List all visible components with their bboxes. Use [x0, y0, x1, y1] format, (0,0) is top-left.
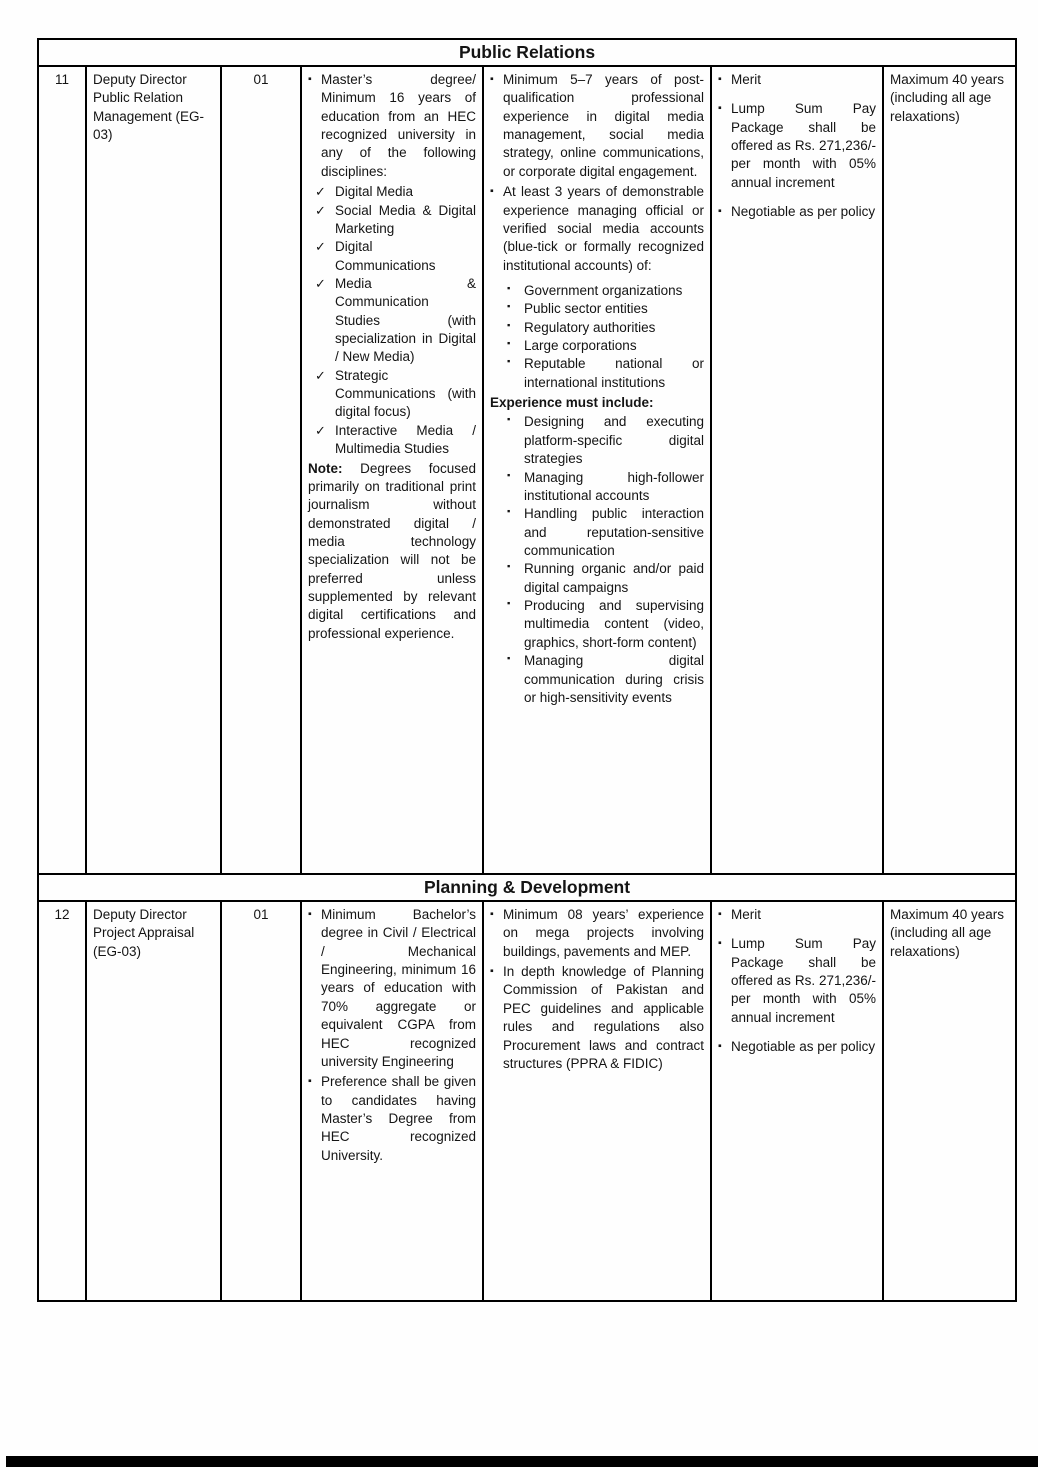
merit-bullet: ▪ Merit: [718, 72, 761, 87]
check-icon: ✓: [315, 202, 326, 218]
check-icon: ✓: [315, 184, 326, 200]
experience-bullet: ▪ Minimum 08 years’ experience on mega pr…: [490, 907, 704, 959]
account-type-item: ▪ Government organizations: [507, 282, 683, 298]
must-include-item: ▪ Designing and executing platform-specif…: [507, 414, 704, 467]
merit-cell: ▪ Merit ▪ Lump Sum Pay Package shall be of…: [710, 900, 884, 1302]
qualification-cell: ▪ Minimum Bachelor’s degree in Civil / El…: [300, 900, 484, 1302]
bullet-icon: ▪: [718, 205, 722, 218]
bullet-icon: ▪: [718, 73, 722, 85]
must-include-item: ▪ Running organic and/or paid digital cam…: [507, 561, 704, 595]
must-include-item: ▪ Managing digital communication during c…: [507, 653, 704, 705]
square-bullet-icon: ▪: [507, 561, 511, 573]
age-cell: Maximum 40 years (including all age rela…: [881, 900, 1018, 1302]
qualification-intro: ▪ Master’s degree/ Minimum 16 years of ed…: [308, 72, 476, 179]
experience-cell: ▪ Minimum 5–7 years of post-qualification…: [482, 65, 712, 875]
bullet-icon: ▪: [490, 965, 494, 978]
must-include-item: ▪ Producing and supervising multimedia co…: [507, 598, 704, 650]
experience-cell: ▪ Minimum 08 years’ experience on mega pr…: [482, 900, 712, 1302]
jobs-table: Public Relations 11 Deputy Director Publ…: [36, 38, 1018, 1302]
vacancies-cell: 01: [220, 65, 302, 875]
qualification-cell: ▪ Master’s degree/ Minimum 16 years of ed…: [300, 65, 484, 875]
vacancies-cell: 01: [220, 900, 302, 1302]
merit-bullet: ▪ Lump Sum Pay Package shall be offered a…: [718, 936, 876, 1025]
merit-bullet: ▪ Merit: [718, 907, 761, 922]
section-title: Public Relations: [36, 38, 1018, 67]
post-title: Deputy Director Public Relation Manageme…: [93, 72, 205, 143]
square-bullet-icon: ▪: [507, 338, 511, 350]
bullet-icon: ▪: [718, 937, 722, 950]
sr-cell: 11: [37, 65, 87, 875]
account-types-list: ▪ Government organizations ▪ Public sector…: [490, 282, 704, 392]
check-icon: ✓: [315, 275, 326, 291]
bullet-icon: ▪: [490, 185, 494, 198]
section-header-public-relations: Public Relations: [36, 38, 1018, 67]
post-cell: Deputy Director Project Appraisal (EG-03…: [85, 900, 222, 1302]
experience-bullet: ▪ At least 3 years of demonstrable experi…: [490, 184, 704, 273]
square-bullet-icon: ▪: [507, 653, 511, 665]
bullet-icon: ▪: [718, 1040, 722, 1053]
table-row-11: 11 Deputy Director Public Relation Manag…: [37, 65, 1018, 875]
square-bullet-icon: ▪: [507, 356, 511, 368]
discipline-item: ✓ Digital Communications: [315, 239, 436, 273]
qualification-note: Note: Degrees focused primarily on tradi…: [308, 460, 476, 641]
square-bullet-icon: ▪: [507, 414, 511, 426]
bullet-icon: ▪: [718, 908, 722, 920]
section-title: Planning & Development: [36, 873, 1018, 902]
merit-cell: ▪ Merit ▪ Lump Sum Pay Package shall be of…: [710, 65, 884, 875]
square-bullet-icon: ▪: [507, 319, 511, 331]
bullet-icon: ▪: [308, 73, 312, 85]
check-icon: ✓: [315, 422, 326, 438]
account-type-item: ▪ Regulatory authorities: [507, 319, 656, 335]
must-include-item: ▪ Managing high-follower institutional ac…: [507, 469, 704, 503]
page-footer-divider-bar: [6, 1456, 1038, 1467]
age-cell: Maximum 40 years (including all age rela…: [881, 65, 1018, 875]
account-type-item: ▪ Public sector entities: [507, 301, 648, 317]
qualification-bullet: ▪ Preference shall be given to candidates…: [308, 1074, 476, 1163]
bullet-icon: ▪: [308, 1075, 312, 1088]
table-row-12: 12 Deputy Director Project Appraisal (EG…: [37, 900, 1018, 1302]
discipline-item: ✓ Media & Communication Studies (with spe…: [315, 275, 476, 365]
discipline-item: ✓ Social Media & Digital Marketing: [315, 202, 476, 236]
discipline-item: ✓ Interactive Media / Multimedia Studies: [315, 422, 476, 457]
experience-bullet: ▪ In depth knowledge of Planning Commissi…: [490, 964, 704, 1071]
account-type-item: ▪ Large corporations: [507, 338, 637, 354]
note-label: Note:: [308, 460, 343, 476]
square-bullet-icon: ▪: [507, 301, 511, 313]
discipline-item: ✓ Strategic Communications (with digital …: [315, 367, 476, 420]
qualification-bullet: ▪ Minimum Bachelor’s degree in Civil / El…: [308, 907, 476, 1069]
square-bullet-icon: ▪: [507, 506, 511, 518]
bullet-icon: ▪: [490, 908, 494, 920]
must-include-item: ▪ Handling public interaction and reputat…: [507, 506, 704, 558]
experience-must-include-label: Experience must include:: [490, 395, 654, 411]
discipline-item: ✓ Digital Media: [315, 184, 414, 200]
account-type-item: ▪ Reputable national or international ins…: [507, 356, 704, 390]
sr-cell: 12: [37, 900, 87, 1302]
merit-bullet: ▪ Negotiable as per policy: [718, 1039, 876, 1055]
check-icon: ✓: [315, 367, 326, 383]
post-cell: Deputy Director Public Relation Manageme…: [85, 65, 222, 875]
square-bullet-icon: ▪: [507, 469, 511, 481]
bullet-icon: ▪: [490, 73, 494, 85]
experience-bullet: ▪ Minimum 5–7 years of post-qualification…: [490, 72, 704, 179]
square-bullet-icon: ▪: [507, 282, 511, 294]
must-include-list: ▪ Designing and executing platform-specif…: [490, 413, 704, 707]
merit-bullet: ▪ Negotiable as per policy: [718, 204, 876, 220]
post-title: Deputy Director Project Appraisal (EG-03…: [93, 907, 195, 959]
square-bullet-icon: ▪: [507, 598, 511, 610]
check-icon: ✓: [315, 239, 326, 255]
merit-bullet: ▪ Lump Sum Pay Package shall be offered a…: [718, 101, 876, 190]
bullet-icon: ▪: [718, 102, 722, 115]
section-header-planning-development: Planning & Development: [36, 873, 1018, 902]
bullet-icon: ▪: [308, 908, 312, 920]
